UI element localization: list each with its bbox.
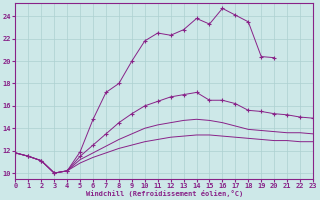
X-axis label: Windchill (Refroidissement éolien,°C): Windchill (Refroidissement éolien,°C)	[85, 190, 243, 197]
